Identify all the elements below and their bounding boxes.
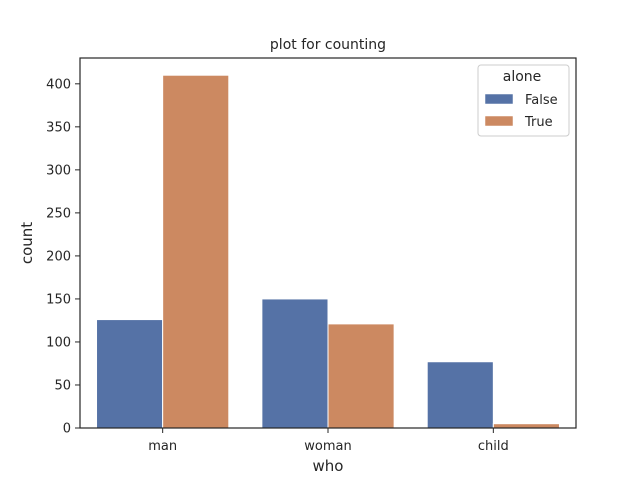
- bar-child-false: [426, 361, 494, 429]
- x-axis-label: who: [313, 457, 344, 475]
- y-tick-label: 350: [46, 120, 71, 135]
- bars: [96, 74, 560, 429]
- bar-child-true: [492, 423, 560, 429]
- y-axis-label: count: [18, 222, 36, 264]
- bar-man-false: [96, 319, 164, 429]
- bar-woman-true: [327, 323, 395, 429]
- legend-items: False True: [484, 93, 558, 130]
- legend-swatch-true: [484, 115, 514, 127]
- bar-woman-false: [261, 298, 329, 429]
- y-tick-label: 200: [46, 249, 71, 264]
- legend-swatch-false: [484, 93, 514, 105]
- x-tick-label: woman: [304, 439, 351, 454]
- y-axis-ticks: 0 50 100 150 200 250 300 350 400: [46, 77, 80, 437]
- x-tick-label: man: [148, 439, 177, 454]
- x-axis-ticks: man woman child: [148, 428, 509, 454]
- y-tick-label: 250: [46, 206, 71, 221]
- legend-label-true: True: [524, 115, 553, 130]
- y-tick-label: 300: [46, 163, 71, 178]
- y-tick-label: 50: [54, 378, 71, 393]
- legend-title: alone: [503, 69, 542, 85]
- plot-frame: [79, 57, 577, 429]
- y-tick-label: 0: [63, 422, 71, 437]
- y-tick-label: 400: [46, 77, 71, 92]
- y-tick-label: 150: [46, 292, 71, 307]
- chart-title: plot for counting: [270, 37, 386, 53]
- y-tick-label: 100: [46, 335, 71, 350]
- legend: alone False True: [477, 64, 570, 137]
- bar-man-true: [162, 74, 230, 429]
- x-tick-label: child: [478, 439, 509, 454]
- legend-label-false: False: [525, 93, 558, 108]
